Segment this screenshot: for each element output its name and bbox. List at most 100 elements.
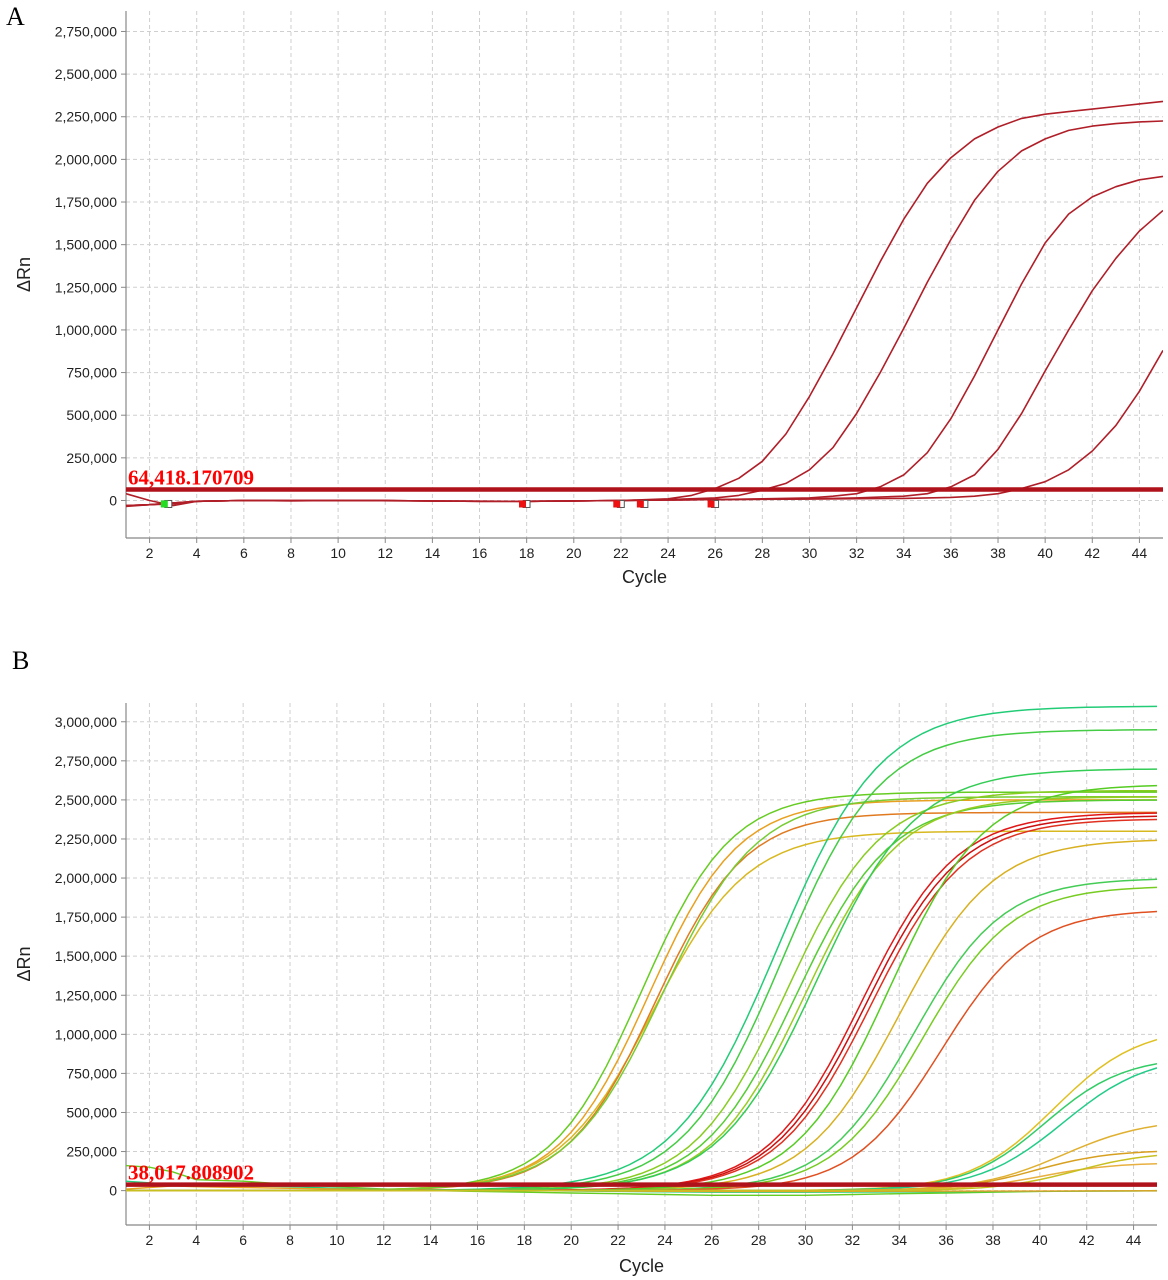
y-tick-label: 2,000,000 <box>55 151 117 167</box>
amplification-curve <box>126 784 1157 1192</box>
y-tick-label: 1,750,000 <box>55 909 117 925</box>
amplification-curve <box>126 1038 1157 1192</box>
x-tick-label: 28 <box>751 1232 767 1248</box>
x-tick-label: 40 <box>1032 1232 1048 1248</box>
x-tick-label: 28 <box>755 545 771 561</box>
amplification-curve <box>126 796 1157 1192</box>
y-tick-label: 1,250,000 <box>55 279 117 295</box>
x-tick-label: 6 <box>239 1232 247 1248</box>
x-tick-label: 12 <box>377 545 393 561</box>
amplification-curve <box>126 175 1163 507</box>
x-tick-label: 26 <box>707 545 723 561</box>
amplification-curve <box>126 910 1157 1192</box>
amplification-curve <box>126 815 1157 1192</box>
amplification-curve <box>126 791 1157 1192</box>
amplification-curve <box>126 729 1157 1192</box>
x-tick-label: 24 <box>660 545 676 561</box>
x-tick-label: 16 <box>470 1232 486 1248</box>
amplification-curve <box>126 100 1163 507</box>
amplification-curve <box>126 818 1157 1192</box>
y-axis-title: ΔRn <box>14 257 34 292</box>
x-tick-label: 2 <box>146 545 154 561</box>
amplification-curve <box>126 350 1163 507</box>
x-axis-title: Cycle <box>622 567 667 587</box>
x-tick-label: 34 <box>891 1232 907 1248</box>
x-tick-label: 4 <box>192 1232 200 1248</box>
amplification-curve <box>126 1154 1157 1192</box>
ct-marker <box>636 500 644 508</box>
x-tick-label: 20 <box>566 545 582 561</box>
x-tick-label: 12 <box>376 1232 392 1248</box>
y-tick-label: 2,250,000 <box>55 109 117 125</box>
amplification-curve <box>126 796 1157 1192</box>
amplification-curve <box>126 839 1157 1192</box>
x-tick-label: 30 <box>802 545 818 561</box>
gridlines <box>126 703 1157 1225</box>
x-tick-label: 20 <box>563 1232 579 1248</box>
ct-marker <box>707 500 715 508</box>
x-tick-label: 36 <box>943 545 959 561</box>
panel-b-letter: B <box>12 646 30 675</box>
x-tick-label: 8 <box>286 1232 294 1248</box>
amplification-curve <box>126 1067 1157 1192</box>
plot-area <box>126 705 1157 1196</box>
y-tick-label: 0 <box>109 1183 117 1199</box>
amplification-curve <box>126 812 1157 1192</box>
amplification-curve <box>126 878 1157 1192</box>
x-tick-label: 22 <box>613 545 629 561</box>
y-tick-label: 1,000,000 <box>55 1026 117 1042</box>
x-tick-label: 44 <box>1132 545 1148 561</box>
x-tick-label: 42 <box>1079 1232 1095 1248</box>
ct-marker <box>160 500 168 508</box>
amplification-curve <box>126 886 1157 1192</box>
baseline-curve <box>126 1164 1157 1196</box>
x-tick-label: 36 <box>938 1232 954 1248</box>
y-axis-title: ΔRn <box>14 946 34 981</box>
y-tick-label: 0 <box>109 492 117 508</box>
y-tick-label: 2,000,000 <box>55 870 117 886</box>
x-tick-label: 34 <box>896 545 912 561</box>
x-tick-label: 16 <box>472 545 488 561</box>
amplification-curve <box>126 768 1157 1192</box>
x-axis-title: Cycle <box>619 1256 664 1276</box>
amplification-curve <box>126 1062 1157 1192</box>
y-tick-label: 1,250,000 <box>55 987 117 1003</box>
y-tick-label: 2,750,000 <box>55 753 117 769</box>
x-tick-label: 38 <box>985 1232 1001 1248</box>
y-tick-label: 2,500,000 <box>55 792 117 808</box>
x-tick-label: 32 <box>849 545 865 561</box>
ct-marker <box>519 500 527 508</box>
y-tick-label: 250,000 <box>66 450 117 466</box>
amplification-curve <box>126 811 1157 1192</box>
x-tick-label: 30 <box>798 1232 814 1248</box>
y-tick-label: 1,000,000 <box>55 322 117 338</box>
y-tick-label: 1,500,000 <box>55 237 117 253</box>
y-tick-label: 750,000 <box>66 365 117 381</box>
amplification-curve <box>126 209 1163 507</box>
panel-b-chart: 2 4 6 8 10 12 14 16 18 20 22 24 26 28 30 32 34 36 38 40 42 44… <box>14 703 1157 1276</box>
y-tick-label: 2,750,000 <box>55 23 117 39</box>
x-tick-label: 40 <box>1037 545 1053 561</box>
x-tick-label: 2 <box>146 1232 154 1248</box>
amplification-curve <box>126 120 1163 508</box>
y-tick-label: 250,000 <box>66 1144 117 1160</box>
x-tick-label: 10 <box>329 1232 345 1248</box>
x-tick-label: 38 <box>990 545 1006 561</box>
threshold-label: 64,418.170709 <box>128 465 254 489</box>
y-tick-label: 2,250,000 <box>55 831 117 847</box>
threshold-label: 38,017.808902 <box>128 1161 254 1185</box>
y-tick-label: 3,000,000 <box>55 714 117 730</box>
panel-a-letter: A <box>6 2 25 31</box>
plot-area <box>126 100 1163 508</box>
x-tick-label: 24 <box>657 1232 673 1248</box>
x-tick-label: 6 <box>240 545 248 561</box>
y-tick-label: 1,500,000 <box>55 948 117 964</box>
y-tick-label: 500,000 <box>66 407 117 423</box>
x-tick-label: 22 <box>610 1232 626 1248</box>
x-tick-label: 10 <box>330 545 346 561</box>
x-tick-label: 26 <box>704 1232 720 1248</box>
y-tick-label: 750,000 <box>66 1065 117 1081</box>
x-tick-label: 8 <box>287 545 295 561</box>
x-tick-label: 14 <box>425 545 441 561</box>
